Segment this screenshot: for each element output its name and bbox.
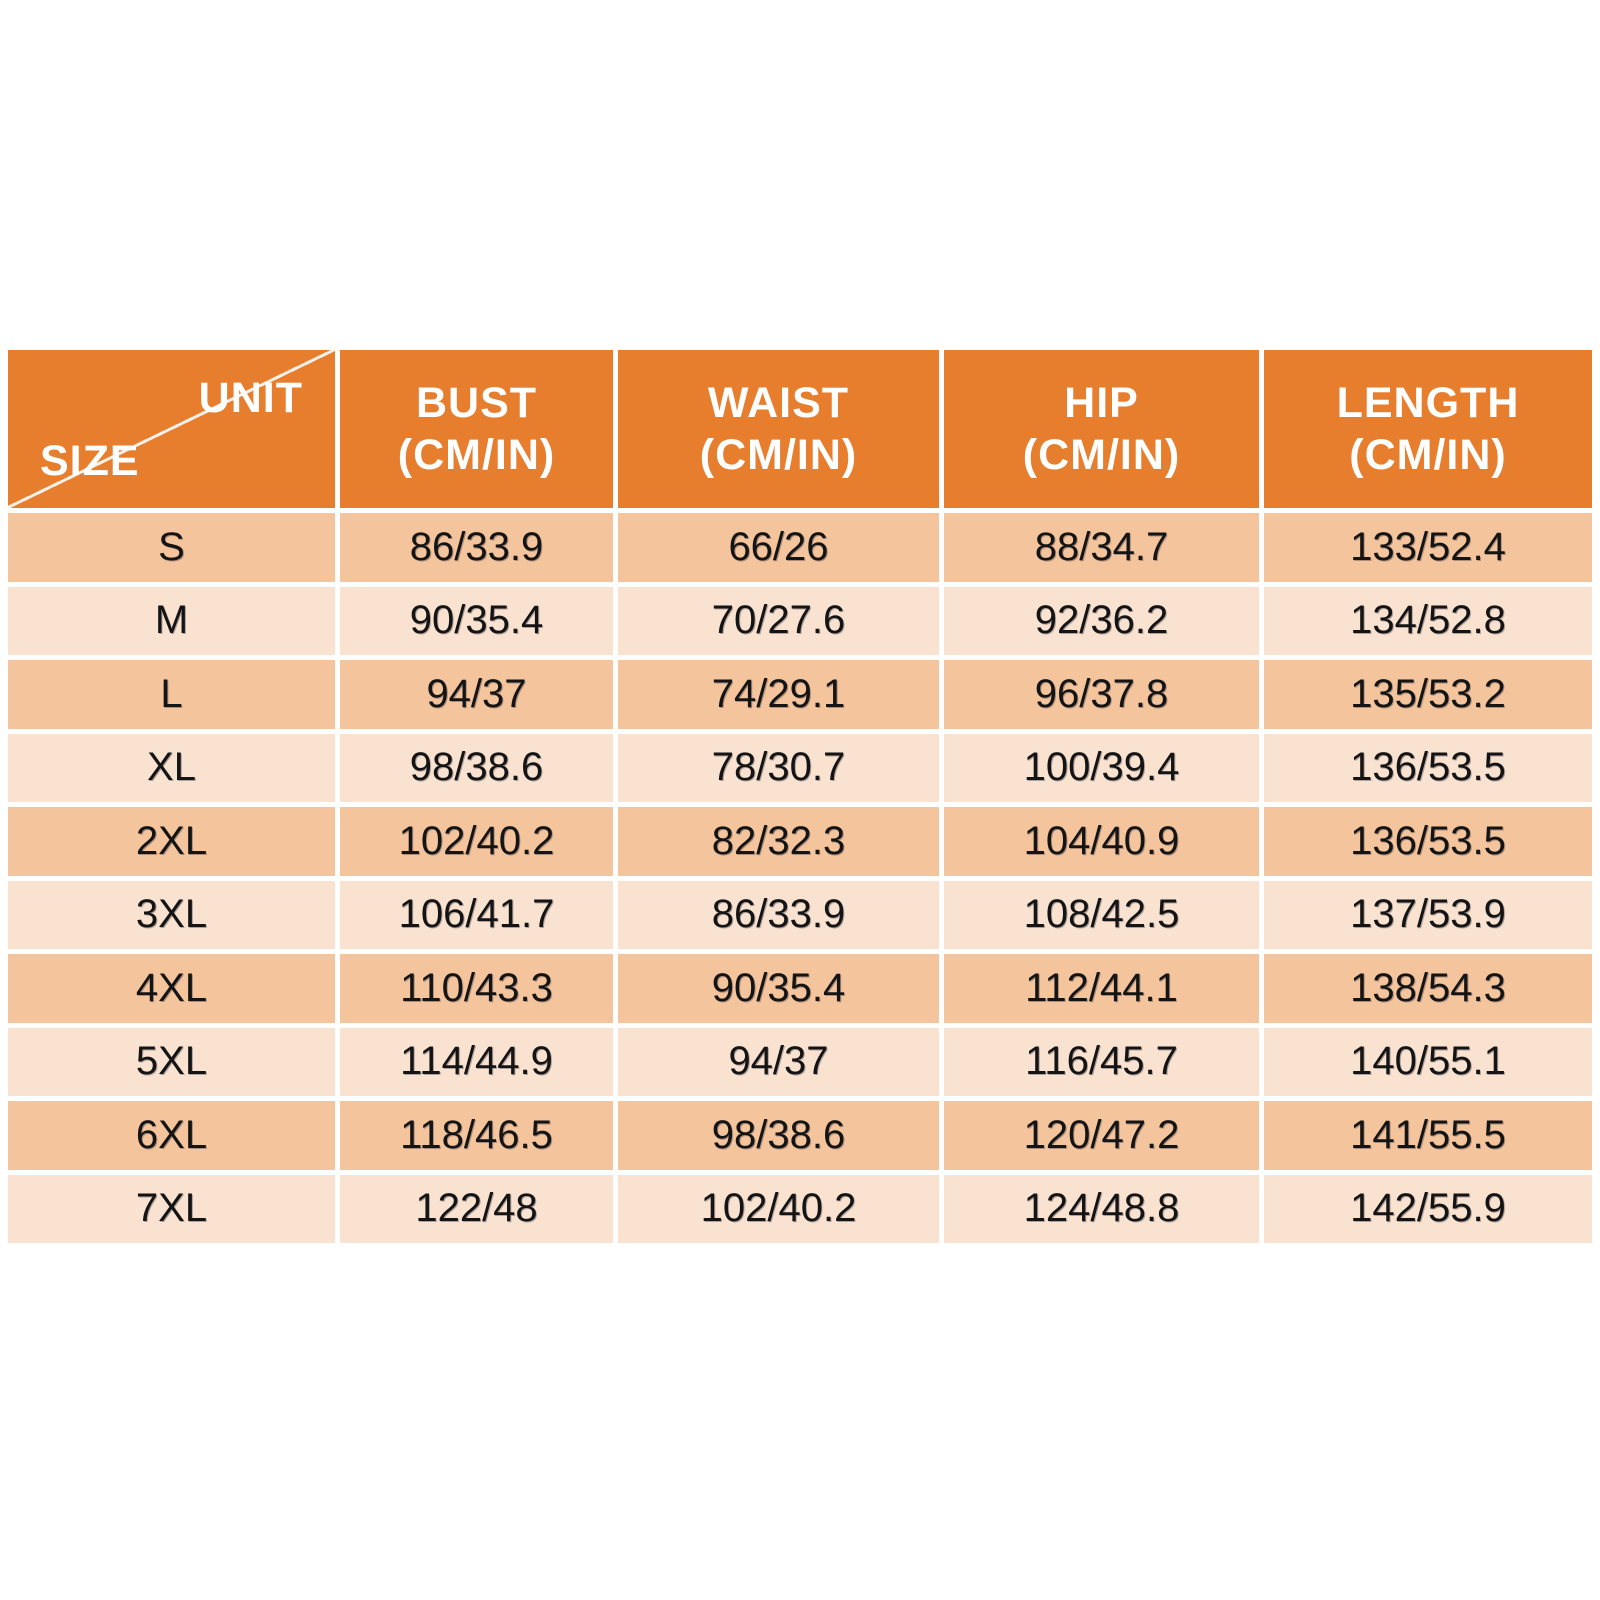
l-hip-cell: 96/37.8 [944, 660, 1259, 729]
3xl-bust-cell: 106/41.7 [340, 880, 613, 949]
m-length-cell: 134/52.8 [1264, 586, 1592, 655]
4xl-hip-cell: 112/44.1 [944, 954, 1259, 1023]
size-cell-xl: XL [8, 733, 335, 802]
hip-header-unit: (CM/IN) [1022, 431, 1181, 479]
size-cell-l: L [8, 660, 335, 729]
size-cell-s: S [8, 513, 335, 582]
7xl-length-cell: 142/55.9 [1264, 1174, 1592, 1243]
size-cell-7xl: 7XL [8, 1174, 335, 1243]
7xl-waist-cell: 102/40.2 [618, 1174, 939, 1243]
6xl-hip-cell: 120/47.2 [944, 1101, 1259, 1170]
l-bust-cell: 94/37 [340, 660, 613, 729]
column-header-bust: BUST (CM/IN) [340, 350, 613, 508]
3xl-hip-cell: 108/42.5 [944, 880, 1259, 949]
5xl-length-cell: 140/55.1 [1264, 1027, 1592, 1096]
m-bust-cell: 90/35.4 [340, 586, 613, 655]
4xl-length-cell: 138/54.3 [1264, 954, 1592, 1023]
5xl-bust-cell: 114/44.9 [340, 1027, 613, 1096]
2xl-bust-cell: 102/40.2 [340, 807, 613, 876]
unit-corner-label: UNIT [198, 374, 303, 422]
m-waist-cell: 70/27.6 [618, 586, 939, 655]
s-waist-cell: 66/26 [618, 513, 939, 582]
3xl-waist-cell: 86/33.9 [618, 880, 939, 949]
6xl-length-cell: 141/55.5 [1264, 1101, 1592, 1170]
5xl-waist-cell: 94/37 [618, 1027, 939, 1096]
bust-header-label: BUST [415, 378, 538, 427]
length-header-unit: (CM/IN) [1349, 431, 1507, 479]
m-hip-cell: 92/36.2 [944, 586, 1259, 655]
7xl-hip-cell: 124/48.8 [944, 1174, 1259, 1243]
6xl-waist-cell: 98/38.6 [618, 1101, 939, 1170]
7xl-bust-cell: 122/48 [340, 1174, 613, 1243]
2xl-waist-cell: 82/32.3 [618, 807, 939, 876]
column-header-waist: WAIST (CM/IN) [618, 350, 939, 508]
s-length-cell: 133/52.4 [1264, 513, 1592, 582]
5xl-hip-cell: 116/45.7 [944, 1027, 1259, 1096]
column-header-length: LENGTH (CM/IN) [1264, 350, 1592, 508]
3xl-length-cell: 137/53.9 [1264, 880, 1592, 949]
waist-header-unit: (CM/IN) [699, 431, 858, 479]
size-chart-table: UNIT SIZE BUST (CM/IN) WAIST (CM/IN) HIP… [8, 350, 1592, 1243]
l-waist-cell: 74/29.1 [618, 660, 939, 729]
l-length-cell: 135/53.2 [1264, 660, 1592, 729]
column-header-hip: HIP (CM/IN) [944, 350, 1259, 508]
size-corner-label: SIZE [40, 437, 140, 485]
xl-hip-cell: 100/39.4 [944, 733, 1259, 802]
waist-header-label: WAIST [707, 378, 850, 427]
xl-bust-cell: 98/38.6 [340, 733, 613, 802]
bust-header-unit: (CM/IN) [397, 431, 556, 479]
6xl-bust-cell: 118/46.5 [340, 1101, 613, 1170]
s-hip-cell: 88/34.7 [944, 513, 1259, 582]
length-header-label: LENGTH [1336, 378, 1520, 427]
xl-waist-cell: 78/30.7 [618, 733, 939, 802]
xl-length-cell: 136/53.5 [1264, 733, 1592, 802]
size-cell-3xl: 3XL [8, 880, 335, 949]
2xl-length-cell: 136/53.5 [1264, 807, 1592, 876]
size-cell-5xl: 5XL [8, 1027, 335, 1096]
2xl-hip-cell: 104/40.9 [944, 807, 1259, 876]
hip-header-label: HIP [1064, 378, 1139, 427]
size-cell-2xl: 2XL [8, 807, 335, 876]
4xl-bust-cell: 110/43.3 [340, 954, 613, 1023]
corner-header-cell: UNIT SIZE [8, 350, 335, 508]
s-bust-cell: 86/33.9 [340, 513, 613, 582]
size-cell-6xl: 6XL [8, 1101, 335, 1170]
size-cell-4xl: 4XL [8, 954, 335, 1023]
4xl-waist-cell: 90/35.4 [618, 954, 939, 1023]
size-cell-m: M [8, 586, 335, 655]
